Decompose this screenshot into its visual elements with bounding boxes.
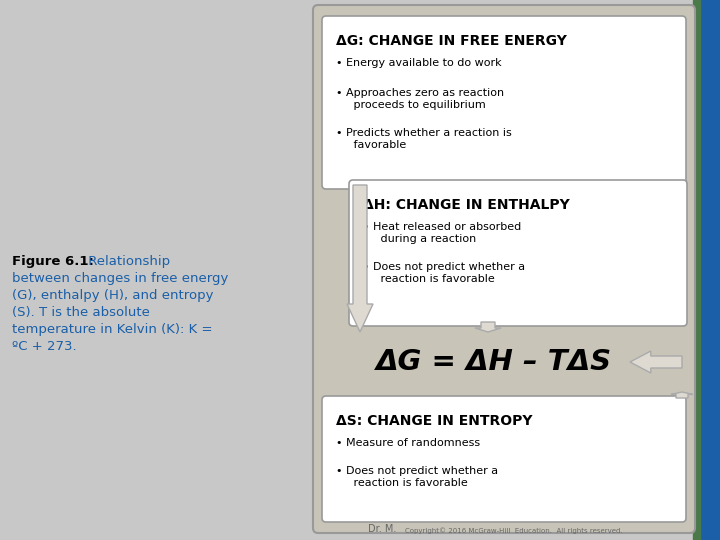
Text: • Approaches zero as reaction
     proceeds to equilibrium: • Approaches zero as reaction proceeds t… <box>336 88 504 110</box>
Text: Relationship: Relationship <box>84 255 170 268</box>
Text: Dr. M.: Dr. M. <box>368 524 397 534</box>
Text: between changes in free energy: between changes in free energy <box>12 272 228 285</box>
Text: ºC + 273.: ºC + 273. <box>12 340 76 353</box>
Text: ΔG = ΔH – TΔS: ΔG = ΔH – TΔS <box>376 348 612 376</box>
Text: (S). T is the absolute: (S). T is the absolute <box>12 306 150 319</box>
Text: ΔG: CHANGE IN FREE ENERGY: ΔG: CHANGE IN FREE ENERGY <box>336 34 567 48</box>
Text: • Does not predict whether a
     reaction is favorable: • Does not predict whether a reaction is… <box>336 466 498 488</box>
FancyBboxPatch shape <box>313 5 695 533</box>
Text: • Heat released or absorbed
     during a reaction: • Heat released or absorbed during a rea… <box>363 222 521 244</box>
Text: (G), enthalpy (H), and entropy: (G), enthalpy (H), and entropy <box>12 289 214 302</box>
Text: ΔH: CHANGE IN ENTHALPY: ΔH: CHANGE IN ENTHALPY <box>363 198 570 212</box>
Text: Copyright© 2016 McGraw-Hill  Education.  All rights reserved.: Copyright© 2016 McGraw-Hill Education. A… <box>405 528 623 534</box>
Text: • Does not predict whether a
     reaction is favorable: • Does not predict whether a reaction is… <box>363 262 525 284</box>
Text: temperature in Kelvin (K): K =: temperature in Kelvin (K): K = <box>12 323 212 336</box>
Text: Figure 6.1:: Figure 6.1: <box>12 255 94 268</box>
Polygon shape <box>475 322 501 332</box>
Polygon shape <box>347 185 373 332</box>
Polygon shape <box>671 392 693 398</box>
Text: ΔS: CHANGE IN ENTROPY: ΔS: CHANGE IN ENTROPY <box>336 414 533 428</box>
FancyBboxPatch shape <box>322 396 686 522</box>
Bar <box>693 0 700 540</box>
FancyBboxPatch shape <box>322 16 686 189</box>
Bar <box>700 0 720 540</box>
Text: • Predicts whether a reaction is
     favorable: • Predicts whether a reaction is favorab… <box>336 128 512 150</box>
FancyBboxPatch shape <box>349 180 687 326</box>
Polygon shape <box>630 351 682 373</box>
Text: • Energy available to do work: • Energy available to do work <box>336 58 502 68</box>
Text: • Measure of randomness: • Measure of randomness <box>336 438 480 448</box>
